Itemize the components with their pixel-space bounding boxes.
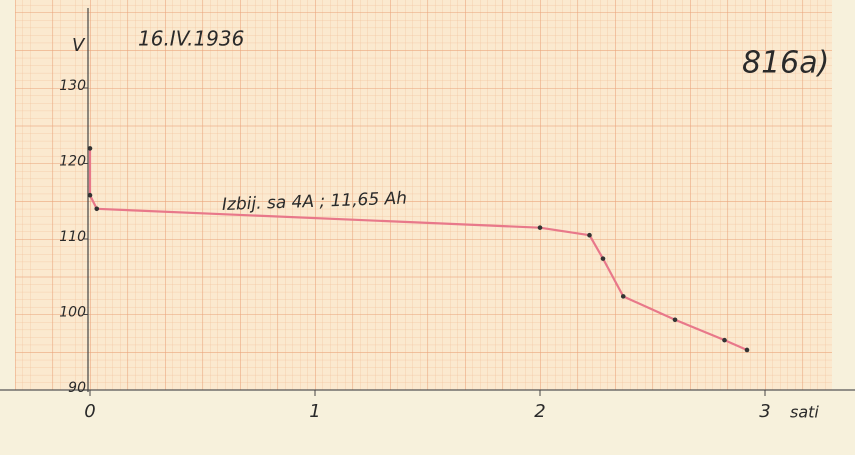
data-point — [672, 317, 678, 323]
data-point — [620, 294, 626, 299]
x-tick-label: 1 — [309, 401, 320, 422]
y-tick-label: 100 — [59, 305, 86, 321]
data-point — [744, 347, 750, 353]
data-point — [94, 206, 100, 212]
data-point — [722, 337, 727, 343]
data-point — [537, 225, 543, 230]
sheet-number: 816a) — [742, 46, 829, 81]
y-tick-label: 130 — [59, 78, 86, 94]
data-point — [587, 232, 592, 238]
chart-title: 16.IV.1936 — [138, 27, 244, 51]
graph-paper-major — [15, 0, 832, 390]
x-tick-label: 0 — [84, 401, 95, 422]
x-axis-label: sati — [790, 403, 819, 422]
data-point — [87, 146, 93, 151]
data-line — [88, 148, 748, 351]
y-axis-label: V — [72, 35, 86, 56]
data-point — [600, 256, 606, 261]
x-tick-label: 3 — [759, 401, 770, 422]
y-tick-label: 90 — [68, 380, 86, 396]
y-tick-label: 120 — [59, 154, 86, 170]
data-point — [87, 192, 93, 198]
x-tick-label: 2 — [534, 401, 545, 422]
y-tick-label: 110 — [59, 229, 86, 245]
